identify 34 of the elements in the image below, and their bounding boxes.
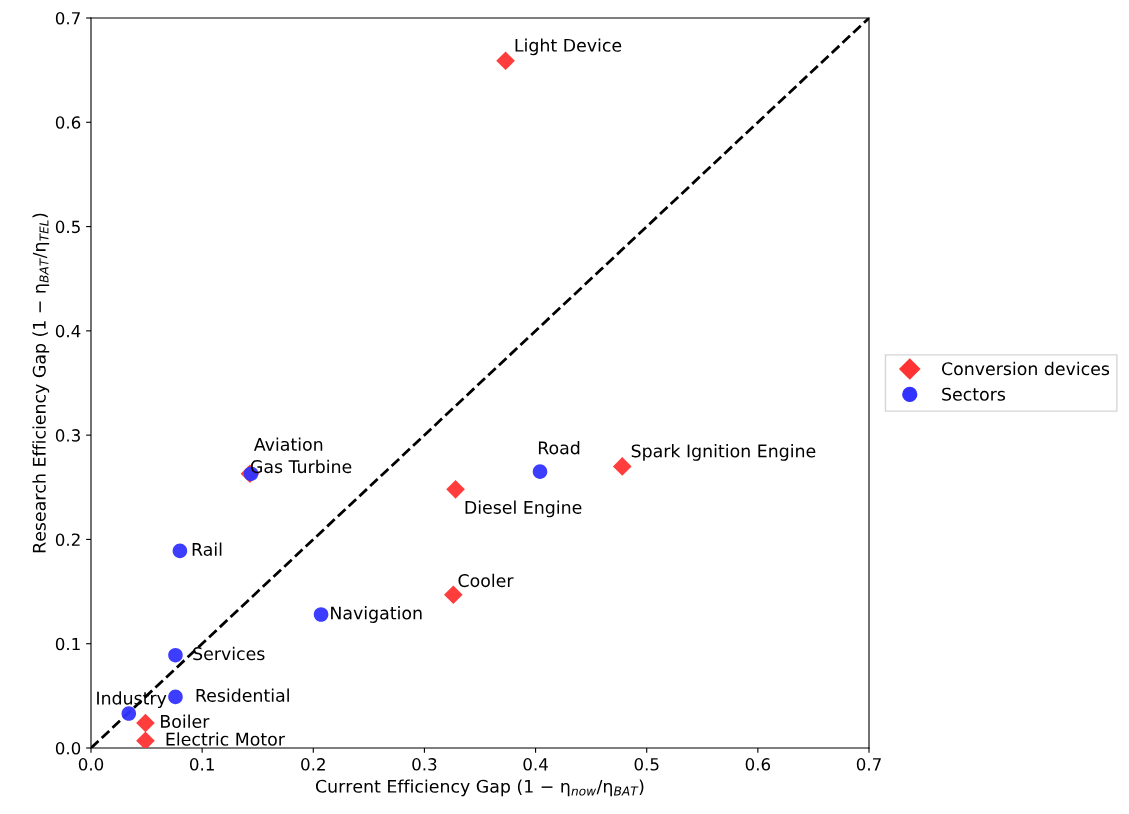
legend-label: Sectors (942, 387, 1006, 401)
annotation: Navigation (331, 606, 422, 623)
annotation: Residential (196, 688, 289, 702)
x-tick-label: 0.6 (745, 758, 771, 771)
annotation: Boiler (161, 714, 210, 729)
annotation: Industry (97, 691, 167, 709)
annotation: Diesel Engine (465, 500, 582, 518)
y-tick-label: 0.3 (55, 429, 80, 442)
annotation: Aviation (253, 437, 323, 451)
y-tick-label: 0.4 (55, 324, 81, 338)
y-tick-label: 0.0 (55, 741, 81, 755)
x-tick-label: 0.7 (856, 758, 881, 771)
y-tick-label: 0.7 (55, 11, 80, 25)
annotation: Gas Turbine (250, 459, 352, 474)
x-tick-label: 0.3 (412, 758, 437, 771)
y-tick-label: 0.5 (55, 220, 80, 234)
x-axis-title: Current Efficiency Gap (1 − η$_{now}$/η$_{BAT}$) (315, 779, 644, 797)
legend-label: Conversion devices (941, 361, 1110, 376)
annotation: Spark Ignition Engine (631, 444, 816, 461)
y-tick-label: 0.1 (55, 637, 80, 651)
x-tick-label: 0.0 (78, 758, 104, 771)
x-tick-label: 0.1 (189, 758, 214, 771)
x-tick-label: 0.4 (523, 758, 548, 771)
x-tick-label: 0.2 (301, 758, 325, 771)
y-tick-label: 0.6 (55, 116, 81, 129)
annotation: Road (538, 440, 580, 455)
x-tick-label: 0.5 (634, 758, 659, 771)
annotation: Light Device (515, 38, 622, 56)
y-axis-title: Research Efficiency Gap (1 − η$_{BAT}$/η$_{TEL}$) (32, 213, 50, 553)
annotation: Services (193, 646, 265, 661)
annotation: Electric Motor (166, 732, 285, 746)
annotation: Cooler (458, 573, 514, 588)
y-tick-label: 0.2 (55, 533, 80, 546)
annotation: Rail (192, 542, 222, 556)
